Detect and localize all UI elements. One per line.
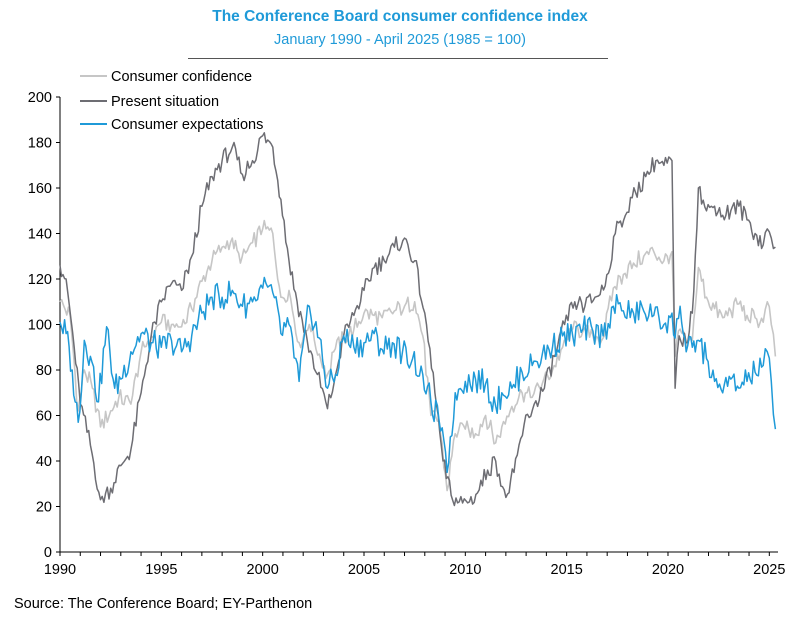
x-tick-label: 1995 <box>145 562 177 578</box>
title-divider <box>188 58 608 59</box>
x-tick-label: 2005 <box>348 562 380 578</box>
y-tick-label: 0 <box>44 545 52 561</box>
legend-label: Consumer expectations <box>111 117 263 133</box>
legend-label: Consumer confidence <box>111 69 252 85</box>
axes: 0 20 40 60 80 100 120 140 160 180 200 1990 1995 2000 2… <box>28 90 786 578</box>
y-tick-label: 40 <box>36 454 52 470</box>
legend: Consumer confidence Present situation Cons… <box>80 69 263 133</box>
chart-subtitle: January 1990 - April 2025 (1985 = 100) <box>274 32 526 48</box>
y-tick-label: 100 <box>28 318 52 334</box>
y-tick-label: 120 <box>28 272 52 288</box>
x-tick-label: 2010 <box>449 562 481 578</box>
plot-lines <box>59 132 777 507</box>
x-tick-label: 2020 <box>652 562 684 578</box>
x-tick-label: 1990 <box>44 562 76 578</box>
series-line-consumer-confidence <box>59 219 777 492</box>
x-tick-label: 2000 <box>247 562 279 578</box>
x-tick-label: 2025 <box>753 562 785 578</box>
y-tick-label: 200 <box>28 90 52 106</box>
y-tick-label: 180 <box>28 136 52 152</box>
x-tick-label: 2015 <box>551 562 583 578</box>
y-tick-label: 160 <box>28 181 52 197</box>
y-tick-label: 60 <box>36 409 52 425</box>
series-line-present-situation <box>59 132 776 507</box>
series-line-consumer-expectations <box>59 276 777 474</box>
y-tick-label: 80 <box>36 363 52 379</box>
y-tick-label: 20 <box>36 500 52 516</box>
y-tick-label: 140 <box>28 227 52 243</box>
source-note: Source: The Conference Board; EY-Parthen… <box>14 596 313 612</box>
chart-title: The Conference Board consumer confidence… <box>212 8 588 25</box>
legend-label: Present situation <box>111 94 219 110</box>
